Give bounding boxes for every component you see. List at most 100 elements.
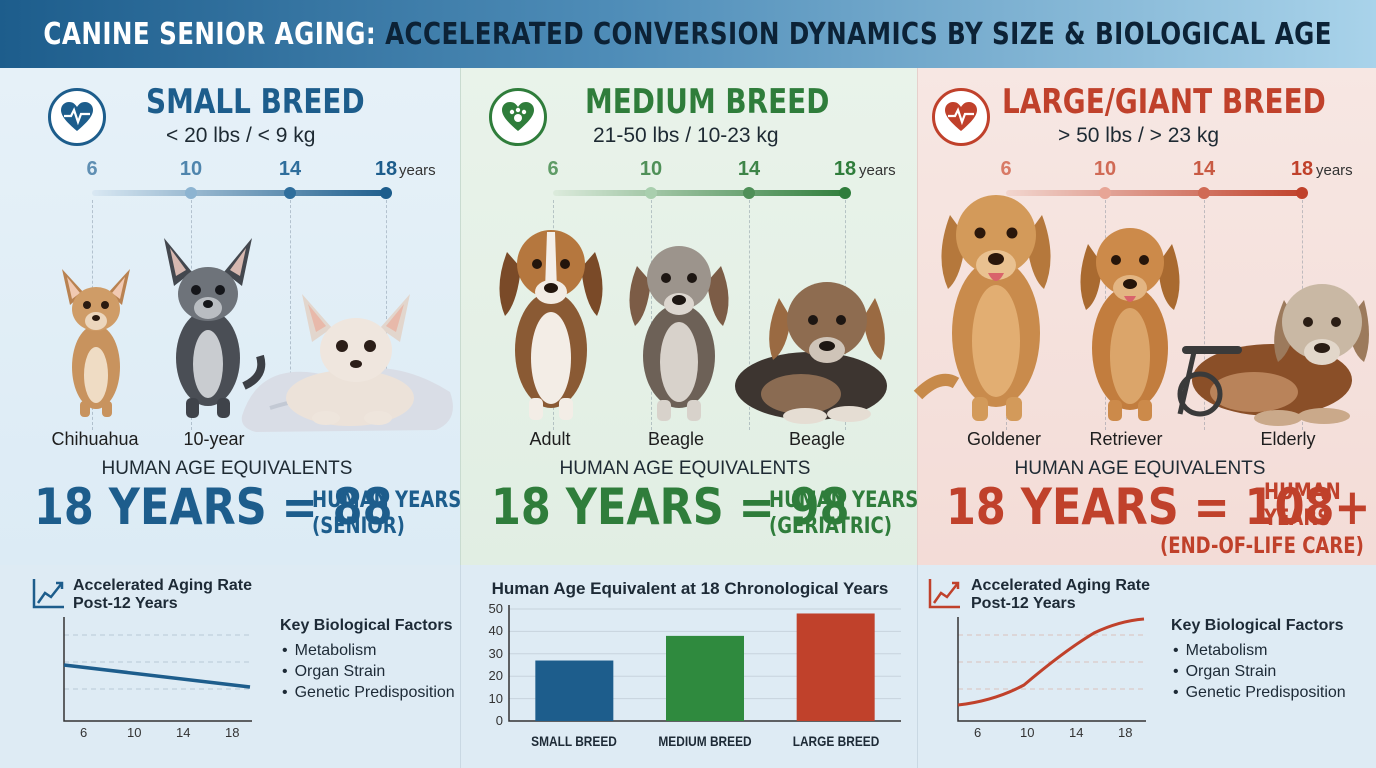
chihuahua-puppy-illustration <box>62 269 130 417</box>
timeline-unit: years <box>859 162 896 179</box>
x-tick: 6 <box>974 725 982 740</box>
category-label: SMALL BREED <box>531 733 618 749</box>
human-age-equation: 18 YEARS = 88 <box>34 478 393 536</box>
dog-label: 10-year <box>183 429 245 449</box>
aging-rate-curve-chart <box>957 617 1146 722</box>
breed-weight: 21-50 lbs / 10-23 kg <box>593 124 779 147</box>
dog-label: Goldener <box>966 429 1042 449</box>
page-title: CANINE SENIOR AGING: ACCELERATED CONVERS… <box>43 16 1333 52</box>
category-label: MEDIUM BREED <box>658 733 752 749</box>
elderly-golden-retriever-illustration <box>1177 284 1369 426</box>
y-tick-label: 20 <box>488 668 503 684</box>
timeline-tick: 18 <box>374 158 398 180</box>
y-tick-label: 40 <box>488 623 503 639</box>
dog-label: Elderly <box>1260 429 1316 449</box>
timeline-tick: 6 <box>86 158 98 180</box>
human-age-bar-chart: Human Age Equivalent at 18 Chronological… <box>460 565 918 768</box>
human-age-unit: HUMAN YEARS <box>1264 480 1341 531</box>
factor-item: Metabolism <box>282 640 455 661</box>
small-breed-column: SMALL BREED < 20 lbs / < 9 kg 6 10 14 18… <box>0 68 462 565</box>
timeline-tick: 6 <box>1000 158 1012 180</box>
chart-axis <box>508 605 901 722</box>
factors-title: Key Biological Factors <box>1171 617 1344 634</box>
x-tick: 10 <box>127 725 142 740</box>
factor-item: Genetic Predisposition <box>1173 682 1346 703</box>
category-label: LARGE BREED <box>792 733 879 749</box>
human-age-unit: HUMAN YEARS (GERIATRIC) <box>769 488 919 539</box>
factors-title: Key Biological Factors <box>280 617 453 634</box>
heart-pulse-icon <box>48 88 106 146</box>
human-age-care-level: (END-OF-LIFE CARE) <box>1160 534 1364 559</box>
trend-chart-icon <box>32 579 64 609</box>
x-tick: 18 <box>225 725 240 740</box>
human-age-equation: 18 YEARS = 108+ <box>946 478 1371 536</box>
human-age-unit: HUMAN YEARS (SENIOR) <box>312 488 462 539</box>
breed-weight: < 20 lbs / < 9 kg <box>166 124 316 147</box>
aging-rate-line <box>63 663 251 689</box>
breed-title: MEDIUM BREED <box>585 82 830 122</box>
timeline-tick: 14 <box>737 158 761 180</box>
bar-medium-breed <box>666 635 744 721</box>
dog-label: Beagle <box>788 429 846 449</box>
chihuahua-adult-illustration <box>164 238 266 418</box>
aging-rate-panel-large: Accelerated Aging Rate Post-12 Years 6 1… <box>918 565 1376 768</box>
trend-chart-icon <box>928 579 960 609</box>
aging-rate-title: Accelerated Aging Rate Post-12 Years <box>971 577 1151 612</box>
timeline-tick: 10 <box>639 158 663 180</box>
breed-weight: > 50 lbs / > 23 kg <box>1058 124 1220 147</box>
bar-large-breed <box>796 613 875 721</box>
aging-rate-title: Accelerated Aging Rate Post-12 Years <box>73 577 253 612</box>
factor-item: Organ Strain <box>282 661 455 682</box>
title-bar: CANINE SENIOR AGING: ACCELERATED CONVERS… <box>0 0 1376 68</box>
timeline-tick: 14 <box>278 158 302 180</box>
factor-item: Organ Strain <box>1173 661 1346 682</box>
human-age-equation: 18 YEARS = 98 <box>491 478 850 536</box>
y-tick-label: 30 <box>488 645 503 661</box>
y-tick-label: 10 <box>488 690 503 706</box>
senior-beagle-illustration <box>735 282 887 424</box>
dog-label: Retriever <box>1089 429 1163 449</box>
human-age-heading: HUMAN AGE EQUIVALENTS <box>559 458 811 479</box>
large-breed-column: LARGE/GIANT BREED > 50 lbs / > 23 kg 6 1… <box>913 68 1376 565</box>
adult-beagle-illustration <box>499 230 603 420</box>
human-age-heading: HUMAN AGE EQUIVALENTS <box>101 458 353 479</box>
aging-rate-panel-small: Accelerated Aging Rate Post-12 Years 6 1… <box>0 565 460 768</box>
young-golden-retriever-illustration <box>913 195 1051 421</box>
x-tick: 6 <box>80 725 88 740</box>
factors-list: Metabolism Organ Strain Genetic Predispo… <box>282 640 455 703</box>
timeline-tick: 14 <box>1192 158 1216 180</box>
age-timeline: 6 10 14 18 years <box>86 158 436 430</box>
breed-title: SMALL BREED <box>146 82 365 122</box>
x-tick: 10 <box>1020 725 1035 740</box>
timeline-unit: years <box>1316 162 1353 179</box>
timeline-tick: 6 <box>547 158 559 180</box>
timeline-tick: 10 <box>1093 158 1117 180</box>
breed-title: LARGE/GIANT BREED <box>1002 82 1326 122</box>
human-age-heading: HUMAN AGE EQUIVALENTS <box>1014 458 1266 479</box>
x-tick: 14 <box>176 725 191 740</box>
timeline-unit: years <box>399 162 436 179</box>
factors-list: Metabolism Organ Strain Genetic Predispo… <box>1173 640 1346 703</box>
chart-title: Human Age Equivalent at 18 Chronological… <box>491 579 889 598</box>
paw-heart-icon <box>489 88 547 146</box>
dog-label: Beagle <box>647 429 705 449</box>
beagle-illustration <box>629 246 729 421</box>
golden-retriever-illustration <box>1080 228 1180 421</box>
aging-rate-line-chart <box>63 617 252 722</box>
y-tick-label: 50 <box>488 601 503 616</box>
medium-breed-column: MEDIUM BREED 21-50 lbs / 10-23 kg 6 10 1… <box>460 68 918 565</box>
dog-label: Chihuahua <box>51 429 139 449</box>
age-timeline: 6 10 14 18 years <box>547 158 896 430</box>
factor-item: Metabolism <box>1173 640 1346 661</box>
dog-label: Adult <box>529 429 571 449</box>
aging-rate-curve <box>957 617 1145 707</box>
x-tick: 14 <box>1069 725 1084 740</box>
x-tick: 18 <box>1118 725 1133 740</box>
senior-chihuahua-illustration <box>241 294 453 432</box>
timeline-tick: 18 <box>833 158 857 180</box>
bar-small-breed <box>535 660 614 721</box>
timeline-tick: 18 <box>1290 158 1314 180</box>
timeline-tick: 10 <box>179 158 203 180</box>
heart-pulse-icon <box>932 88 990 146</box>
y-tick-label: 0 <box>495 713 503 728</box>
